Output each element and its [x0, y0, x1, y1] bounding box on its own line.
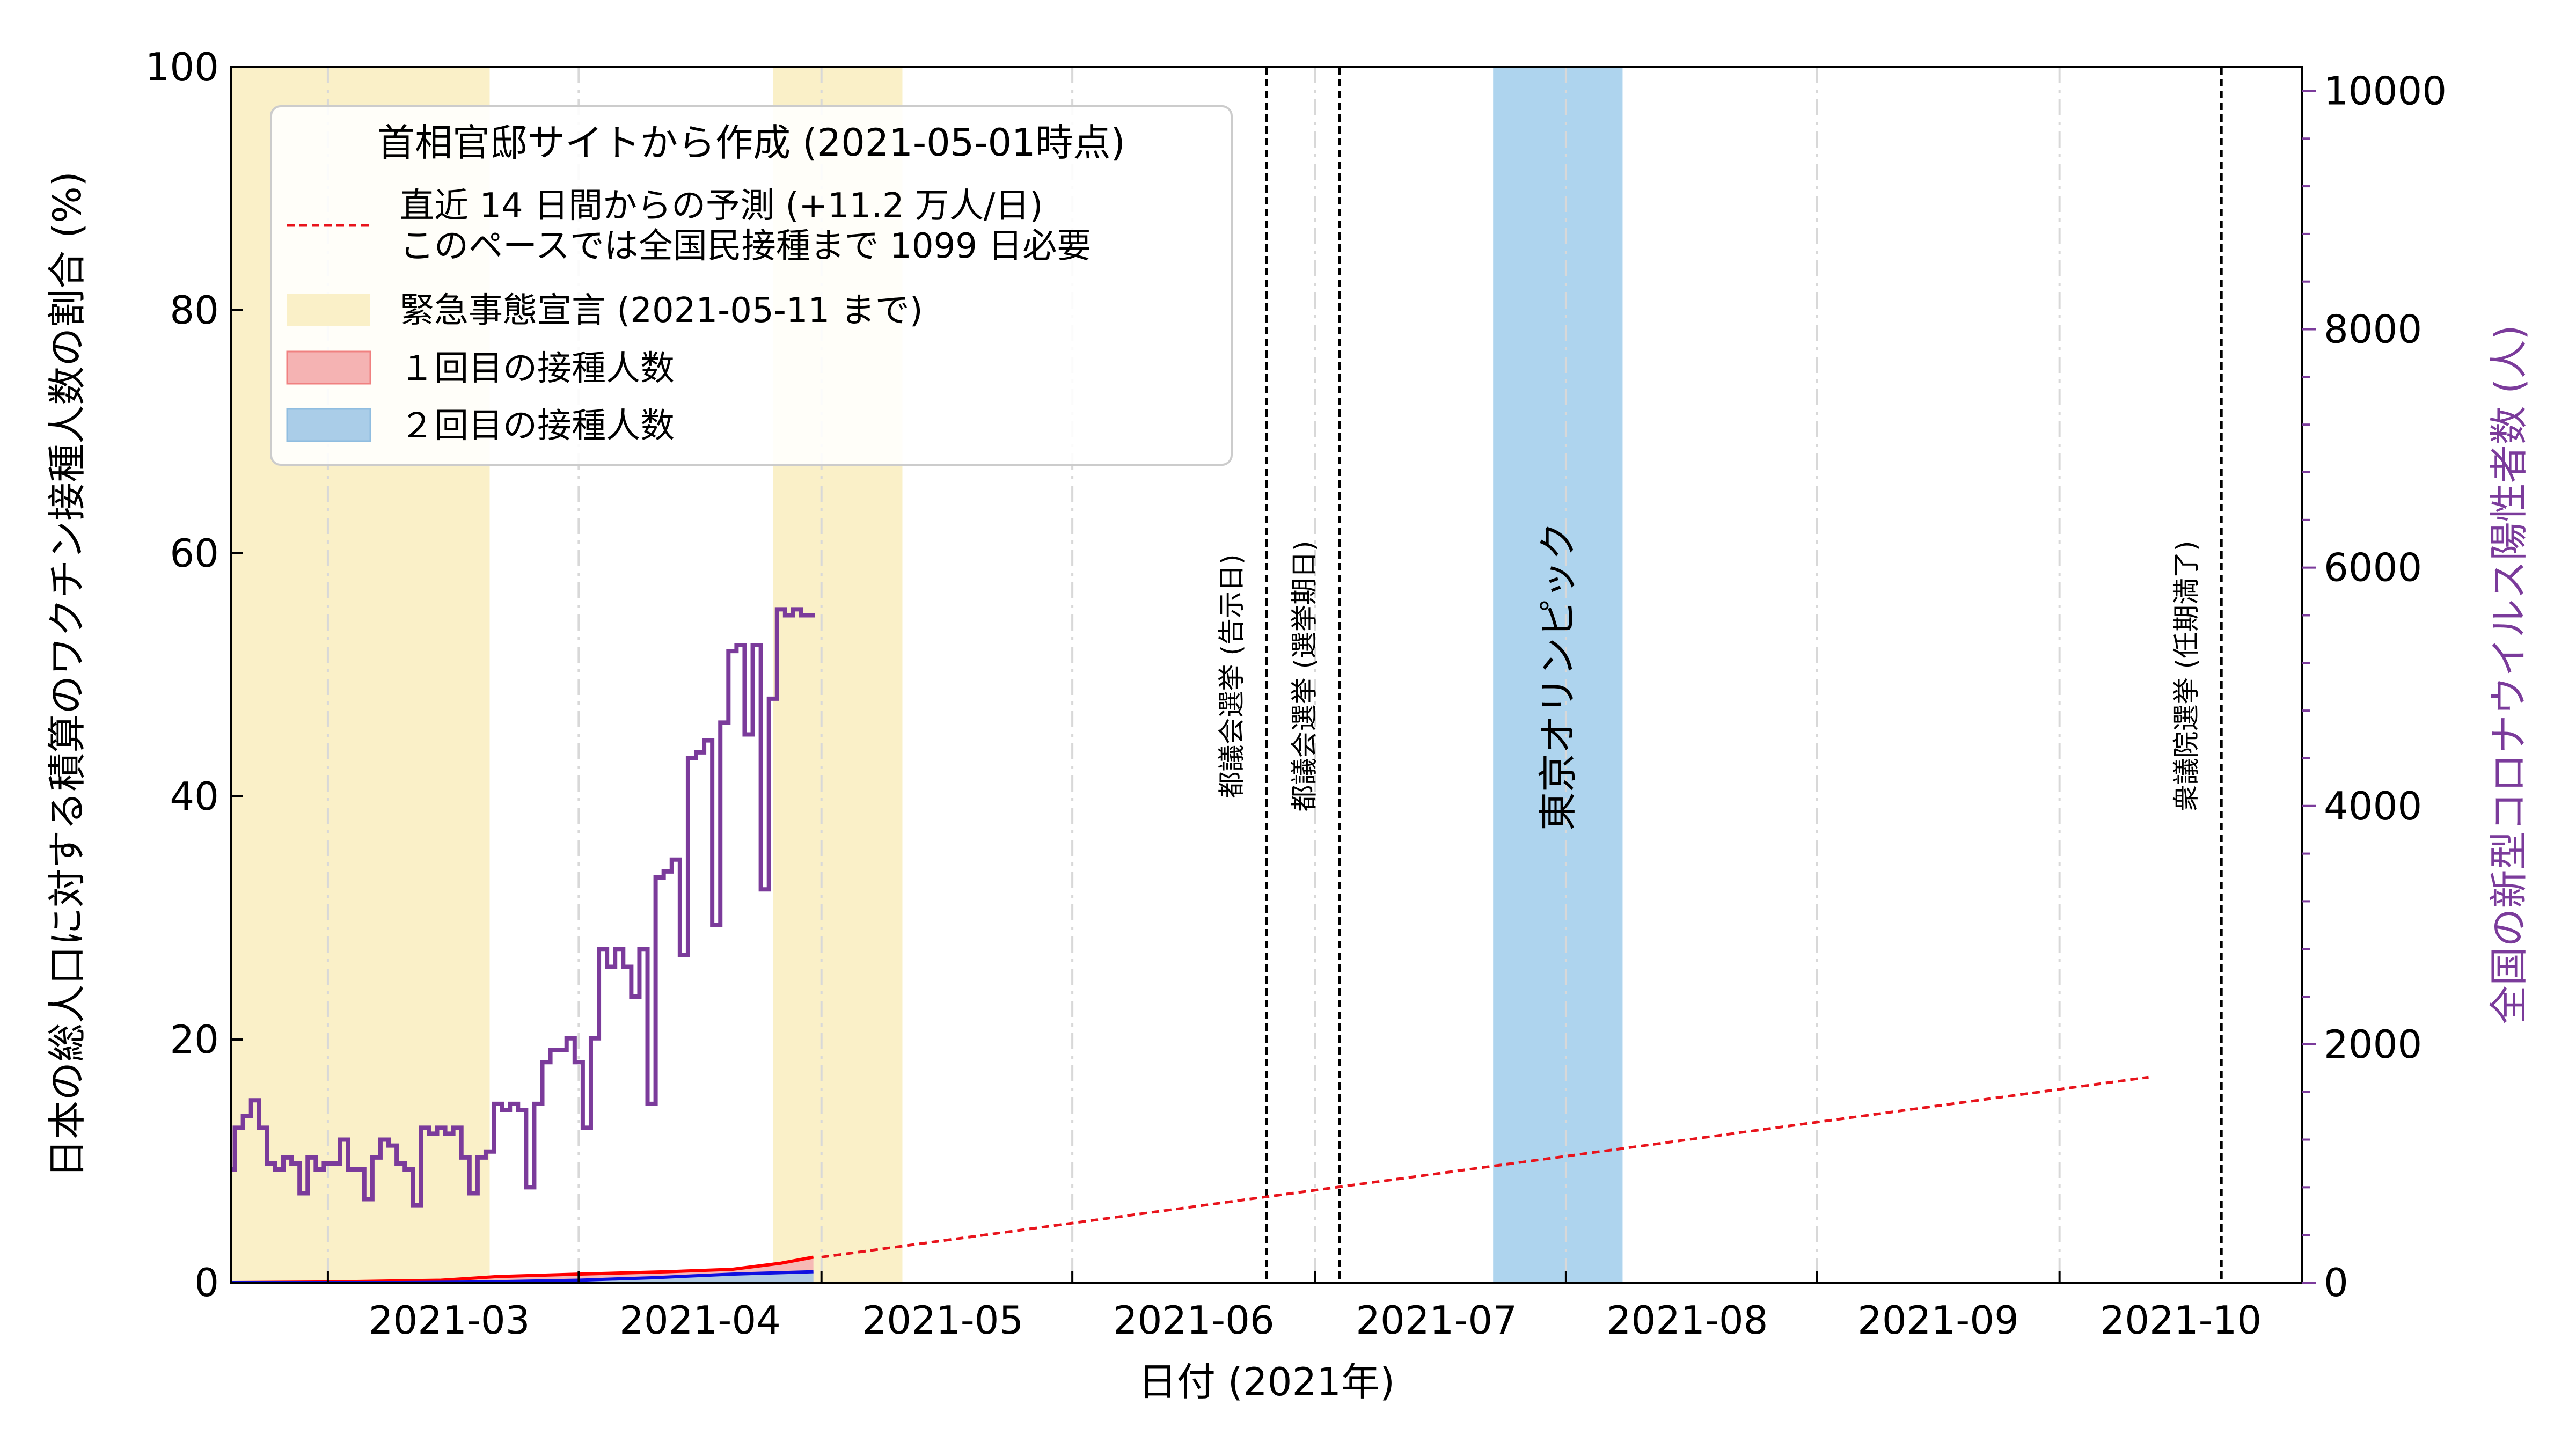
olympics-label: 東京オリンピック [1535, 522, 1580, 831]
legend-dose2-label: ２回目の接種人数 [400, 406, 675, 446]
x-tick-label-3: 2021-06 [1113, 1298, 1275, 1343]
legend-dose2-swatch [286, 408, 371, 442]
legend-title: 首相官邸サイトから作成 (2021-05-01時点) [377, 121, 1125, 165]
x-tick-label-6: 2021-09 [1857, 1298, 2019, 1343]
legend-emergency-label: 緊急事態宣言 (2021-05-11 まで) [400, 291, 923, 331]
event-lines: 都議会選挙 (告示日) 都議会選挙 (選挙期日) 衆議院選挙 (任期満了) [1216, 67, 2223, 1283]
y-right-tick-label-5: 10000 [2324, 68, 2447, 113]
y-right-tick-label-3: 6000 [2324, 545, 2422, 590]
legend-dose1-swatch [286, 350, 371, 385]
axes: 2021-03 2021-04 2021-05 2021-06 2021-07 2021-… [145, 45, 2447, 1343]
y-axis-title-right: 全国の新型コロナウイルス陽性者数 (人) [2486, 325, 2531, 1024]
legend-forecast-note: このペースでは全国民接種まで 1099 日必要 [400, 226, 1091, 266]
forecast-line [821, 1075, 2149, 1258]
plot-frame [230, 66, 2303, 1284]
shaded-region-2 [1493, 67, 1623, 1283]
legend: 首相官邸サイトから作成 (2021-05-01時点) 直近 14 日間からの予測… [270, 105, 1233, 466]
y-left-tick-label-3: 60 [170, 531, 219, 576]
x-tick-label-1: 2021-04 [619, 1298, 781, 1343]
y-right-tick-label-1: 2000 [2324, 1022, 2422, 1067]
y-left-tick-label-4: 80 [170, 288, 219, 333]
legend-box [270, 105, 1233, 466]
y-left-tick-label-1: 20 [170, 1017, 219, 1062]
y-left-tick-label-5: 100 [145, 45, 219, 90]
x-tick-label-2: 2021-05 [862, 1298, 1023, 1343]
x-tick-label-0: 2021-03 [369, 1298, 530, 1343]
legend-dose1-label: １回目の接種人数 [400, 349, 675, 389]
y-left-tick-label-0: 0 [194, 1260, 219, 1305]
y-left-tick-label-2: 40 [170, 774, 219, 819]
y-right-tick-label-4: 8000 [2324, 307, 2422, 352]
x-tick-label-4: 2021-07 [1356, 1298, 1517, 1343]
y-axis-title-left: 日本の総人口に対する積算のワクチン接種人数の割合 (%) [45, 171, 90, 1177]
y-right-tick-label-2: 4000 [2324, 784, 2422, 829]
x-axis-title: 日付 (2021年) [1138, 1359, 1395, 1404]
x-tick-label-7: 2021-10 [2100, 1298, 2262, 1343]
event-label-0: 都議会選挙 (告示日) [1216, 554, 1247, 799]
legend-forecast-label: 直近 14 日間からの予測 (+11.2 万人/日) [400, 186, 1043, 226]
y-right-tick-label-0: 0 [2324, 1260, 2348, 1305]
legend-emergency-swatch [287, 294, 370, 326]
event-label-2: 衆議院選挙 (任期満了) [2171, 541, 2202, 812]
cases-line [231, 607, 815, 1208]
dose2-area [231, 1271, 814, 1283]
x-tick-label-5: 2021-08 [1607, 1298, 1768, 1343]
event-label-1: 都議会選挙 (選挙期日) [1289, 541, 1320, 812]
